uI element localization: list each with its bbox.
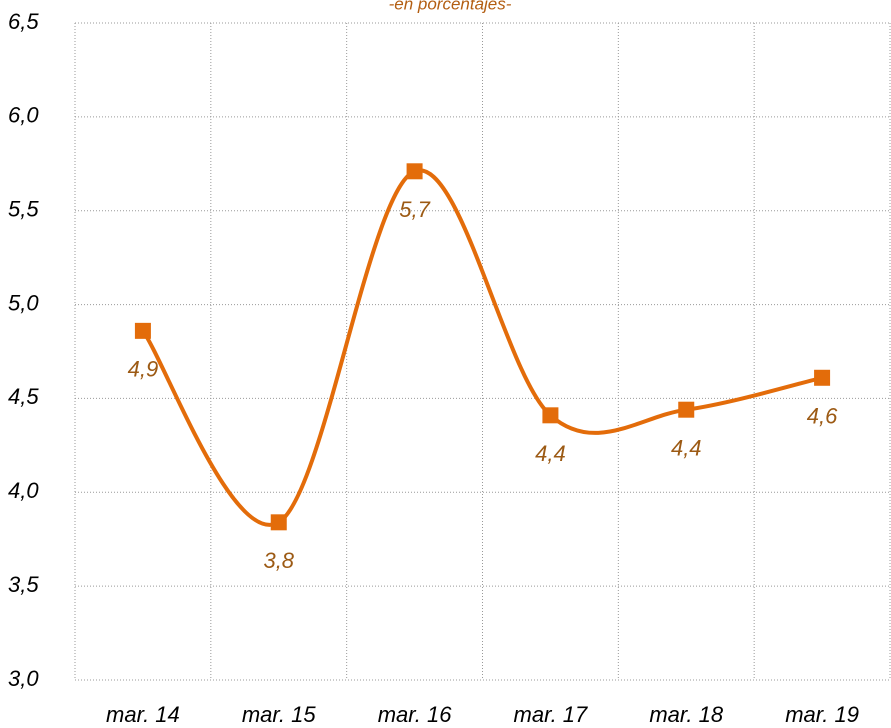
- marker: [814, 369, 831, 386]
- x-tick-label: mar. 19: [785, 702, 859, 727]
- data-label: 3,8: [263, 548, 294, 573]
- y-tick-label: 3,0: [8, 666, 39, 691]
- marker: [678, 401, 695, 418]
- y-tick-label: 5,5: [8, 197, 39, 222]
- marker: [542, 407, 559, 424]
- y-tick-label: 5,0: [8, 290, 39, 315]
- data-label: 4,4: [535, 441, 566, 466]
- y-tick-label: 6,5: [8, 9, 39, 34]
- data-label: 4,9: [128, 357, 159, 382]
- data-label: 5,7: [399, 197, 430, 222]
- y-tick-label: 4,5: [8, 384, 39, 409]
- x-tick-label: mar. 14: [106, 702, 180, 727]
- marker: [406, 163, 423, 180]
- y-tick-label: 4,0: [8, 478, 39, 503]
- y-tick-label: 3,5: [8, 572, 39, 597]
- data-label: 4,4: [671, 436, 702, 461]
- x-tick-label: mar. 15: [242, 702, 317, 727]
- y-tick-label: 6,0: [8, 103, 39, 128]
- x-tick-label: mar. 18: [649, 702, 724, 727]
- x-tick-label: mar. 17: [514, 702, 589, 727]
- x-tick-label: mar. 16: [378, 702, 453, 727]
- chart-subtitle: -en porcentajes-: [389, 0, 512, 13]
- marker: [270, 514, 287, 531]
- marker: [134, 322, 151, 339]
- data-label: 4,6: [807, 404, 838, 429]
